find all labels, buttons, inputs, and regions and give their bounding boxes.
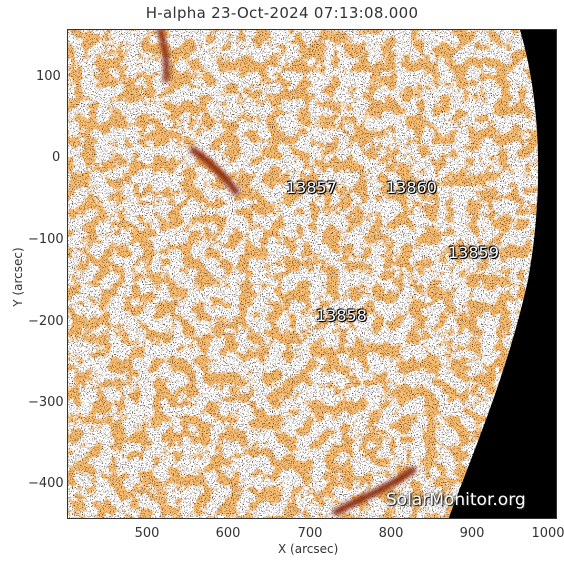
image-title: H-alpha 23-Oct-2024 07:13:08.000 bbox=[145, 4, 419, 22]
filament-features bbox=[157, 30, 417, 516]
solar-limb-space bbox=[448, 30, 556, 518]
region-label-13858: 13858 bbox=[316, 306, 367, 325]
y-tick: −400 bbox=[28, 476, 64, 491]
h-alpha-image bbox=[68, 30, 556, 518]
solar-image-panel bbox=[67, 29, 557, 519]
y-tick: 100 bbox=[36, 69, 61, 84]
x-axis-label: X (arcsec) bbox=[278, 542, 339, 556]
x-tick: 500 bbox=[134, 526, 160, 541]
region-label-13857: 13857 bbox=[286, 178, 337, 197]
y-tick: −100 bbox=[28, 232, 64, 247]
y-axis-label: Y (arcsec) bbox=[11, 247, 25, 307]
x-tick: 1000 bbox=[531, 526, 564, 541]
region-label-13860: 13860 bbox=[386, 178, 437, 197]
x-tick: 700 bbox=[297, 526, 323, 541]
x-tick: 600 bbox=[215, 526, 241, 541]
watermark-text: SolarMonitor.org bbox=[386, 490, 526, 510]
y-tick: 0 bbox=[52, 150, 61, 165]
region-label-13859: 13859 bbox=[448, 243, 499, 262]
y-tick: −200 bbox=[28, 314, 64, 329]
x-tick: 900 bbox=[459, 526, 485, 541]
y-tick: −300 bbox=[28, 395, 64, 410]
x-tick: 800 bbox=[378, 526, 404, 541]
